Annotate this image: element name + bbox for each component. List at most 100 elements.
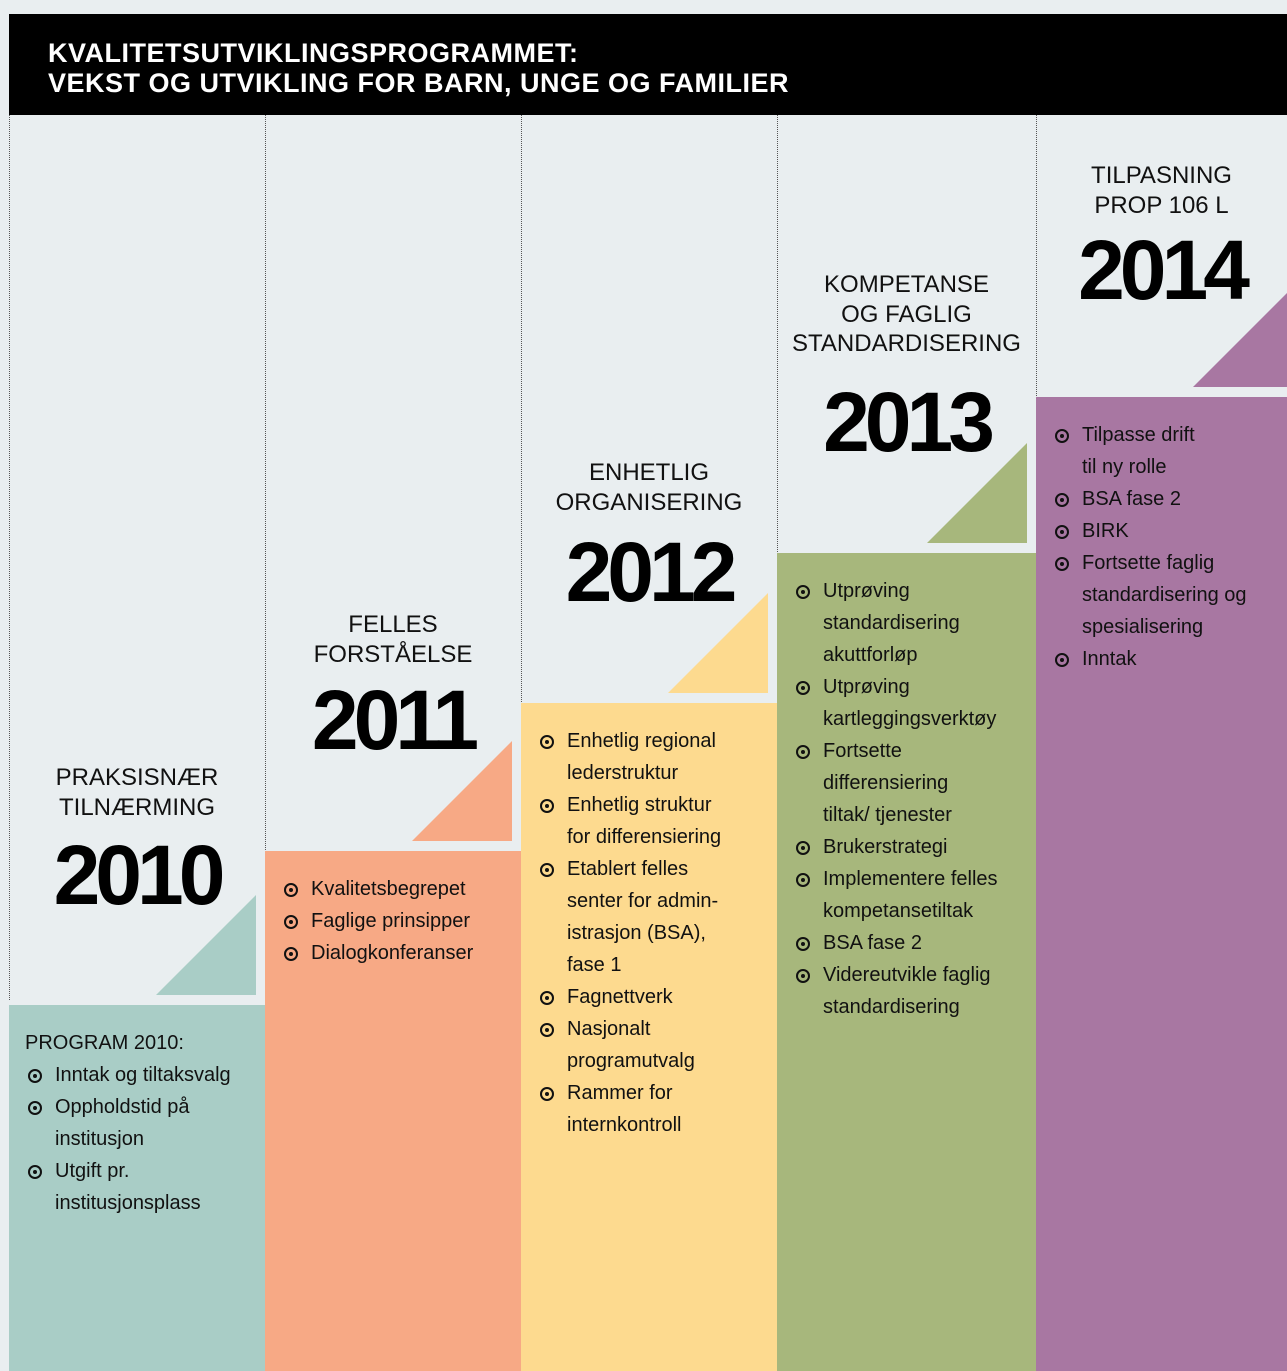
phase-label: FELLES FORSTÅELSE (265, 610, 521, 669)
item-line: spesialisering (1082, 616, 1204, 638)
header: KVALITETSUTVIKLINGSPROGRAMMET: VEKST OG U… (9, 14, 1287, 115)
item-line: Fagnettverk (567, 986, 673, 1008)
bullet-item: Nasjonalt programutvalg (521, 1013, 777, 1077)
item-line: fase 1 (567, 954, 622, 976)
bullet-item: BIRK (1036, 515, 1287, 547)
phase-label-line: KOMPETANSE (824, 271, 989, 298)
phase-label-line: OG FAGLIG (841, 300, 972, 328)
bullet-item: BSA fase 2 (1036, 483, 1287, 515)
bullet-item: Enhetlig regional lederstruktur (521, 725, 777, 789)
triangle-shape (927, 443, 1027, 543)
triangle-shape (668, 593, 768, 693)
phase-label-line: PROP 106 L (1094, 191, 1229, 219)
item-line: istrasjon (BSA), (567, 922, 706, 944)
bullet-item: Dialogkonferanser (265, 937, 521, 969)
item-line: Enhetlig regional (567, 730, 716, 752)
item-line: Fortsette faglig (1082, 552, 1215, 574)
bullet-item: Inntak og tiltaksvalg (9, 1059, 265, 1091)
item-line: Oppholdstid på (55, 1096, 190, 1118)
item-line: Faglige prinsipper (311, 910, 470, 932)
item-line: Tilpasse drift (1082, 424, 1195, 446)
phase-label: PRAKSISNÆR TILNÆRMING (9, 763, 265, 822)
phase-label: ENHETLIG ORGANISERING (521, 458, 777, 517)
item-line: Rammer for (567, 1082, 673, 1104)
phase-year: 2014 (1078, 223, 1250, 317)
phase-label-line: FORSTÅELSE (313, 640, 473, 668)
triangle (1193, 293, 1287, 387)
divider (9, 115, 10, 1000)
bullet-item: Kvalitetsbegrepet (265, 873, 521, 905)
item-line: standardisering (823, 996, 960, 1018)
bullet-item: Brukerstrategi (777, 831, 1036, 863)
bullet-item: Utgift pr. institusjonsplass (9, 1155, 265, 1219)
triangle-shape (156, 895, 256, 995)
item-line: Inntak (1082, 648, 1137, 670)
item-line: tiltak/ tjenester (823, 804, 952, 826)
phase-label-line: ENHETLIG (588, 459, 710, 486)
item-line: Fortsette (823, 740, 902, 762)
bullet-item: Oppholdstid på institusjon (9, 1091, 265, 1155)
phase-label-line: TILNÆRMING (59, 793, 215, 821)
phase-label: KOMPETANSE OG FAGLIG STANDARDISERING (777, 270, 1036, 359)
triangle (668, 593, 768, 693)
item-line: Utgift pr. (55, 1160, 130, 1182)
bullet-item: Utprøving kartleggingsverktøy (777, 671, 1036, 735)
item-line: programutvalg (567, 1050, 695, 1072)
item-line: til ny rolle (1082, 456, 1167, 478)
item-line: internkontroll (567, 1114, 682, 1136)
item-line: standardisering og (1082, 584, 1247, 606)
item-line: Utprøving (823, 676, 910, 698)
item-line: kartleggingsverktøy (823, 708, 997, 730)
triangle (412, 741, 512, 841)
phase-label-line: TILPASNING (1091, 162, 1232, 189)
triangle-shape (1193, 293, 1287, 387)
phase-label: TILPASNING PROP 106 L (1036, 161, 1287, 220)
bullet-item: Faglige prinsipper (265, 905, 521, 937)
bullet-item: Enhetlig struktur for differensiering (521, 789, 777, 853)
item-line: BIRK (1082, 520, 1129, 542)
item-line: differensiering (823, 772, 949, 794)
phase-label-line: FELLES (348, 611, 438, 638)
bullet-item: Etablert felles senter for admin-istrasjo… (521, 853, 777, 981)
phase-block: Enhetlig regional lederstruktur Enhetlig s… (521, 703, 777, 1371)
bullet-item: Videreutvikle faglig standardisering (777, 959, 1036, 1023)
item-line: Utprøving (823, 580, 910, 602)
phase-block: PROGRAM 2010: Inntak og tiltaksvalg Opphol… (9, 1005, 265, 1371)
bullet-item: Implementere felles kompetansetiltak (777, 863, 1036, 927)
phase-year: 2010 (53, 828, 226, 922)
header-title-line: KVALITETSUTVIKLINGSPROGRAMMET: (48, 38, 579, 68)
item-line: Implementere felles (823, 868, 998, 890)
phase-block: Kvalitetsbegrepet Faglige prinsipper Dialo… (265, 851, 521, 1371)
item-line: Videreutvikle faglig (823, 964, 991, 986)
item-line: lederstruktur (567, 762, 679, 784)
phase-year: 2013 (823, 375, 995, 469)
bullet-item: Inntak (1036, 643, 1287, 675)
triangle-shape (412, 741, 512, 841)
phase-year: 2012 (565, 525, 738, 619)
divider (521, 115, 522, 1000)
item-line: Dialogkonferanser (311, 942, 474, 964)
item-line: kompetansetiltak (823, 900, 974, 922)
item-line: Kvalitetsbegrepet (311, 878, 466, 900)
item-line: senter for admin- (567, 890, 719, 912)
item-line: akuttforløp (823, 644, 918, 666)
triangle (927, 443, 1027, 543)
phase-block: Tilpasse drift til ny rolle BSA fase 2 BIRK… (1036, 397, 1287, 1371)
divider (265, 115, 266, 1000)
item-line: Etablert felles (567, 858, 689, 880)
phase-label-line: ORGANISERING (555, 488, 743, 516)
item-line: BSA fase 2 (1082, 488, 1181, 510)
item-line: Enhetlig struktur (567, 794, 712, 816)
block-heading: PROGRAM 2010: (25, 1032, 184, 1054)
bullet-item: Utprøving standardisering akuttforløp (777, 575, 1036, 671)
item-line: BSA fase 2 (823, 932, 922, 954)
phase-label-line: STANDARDISERING (792, 330, 1021, 357)
item-line: Nasjonalt (567, 1018, 651, 1040)
header-title-line: VEKST OG UTVIKLING FOR BARN, UNGE OG FAM… (48, 68, 790, 98)
bullet-item: Tilpasse drift til ny rolle (1036, 419, 1287, 483)
phase-label-line: PRAKSISNÆR (55, 764, 219, 791)
item-line: institusjon (55, 1128, 144, 1150)
bullet-item: BSA fase 2 (777, 927, 1036, 959)
phase-block: Utprøving standardisering akuttforløp Utprø… (777, 553, 1036, 1371)
